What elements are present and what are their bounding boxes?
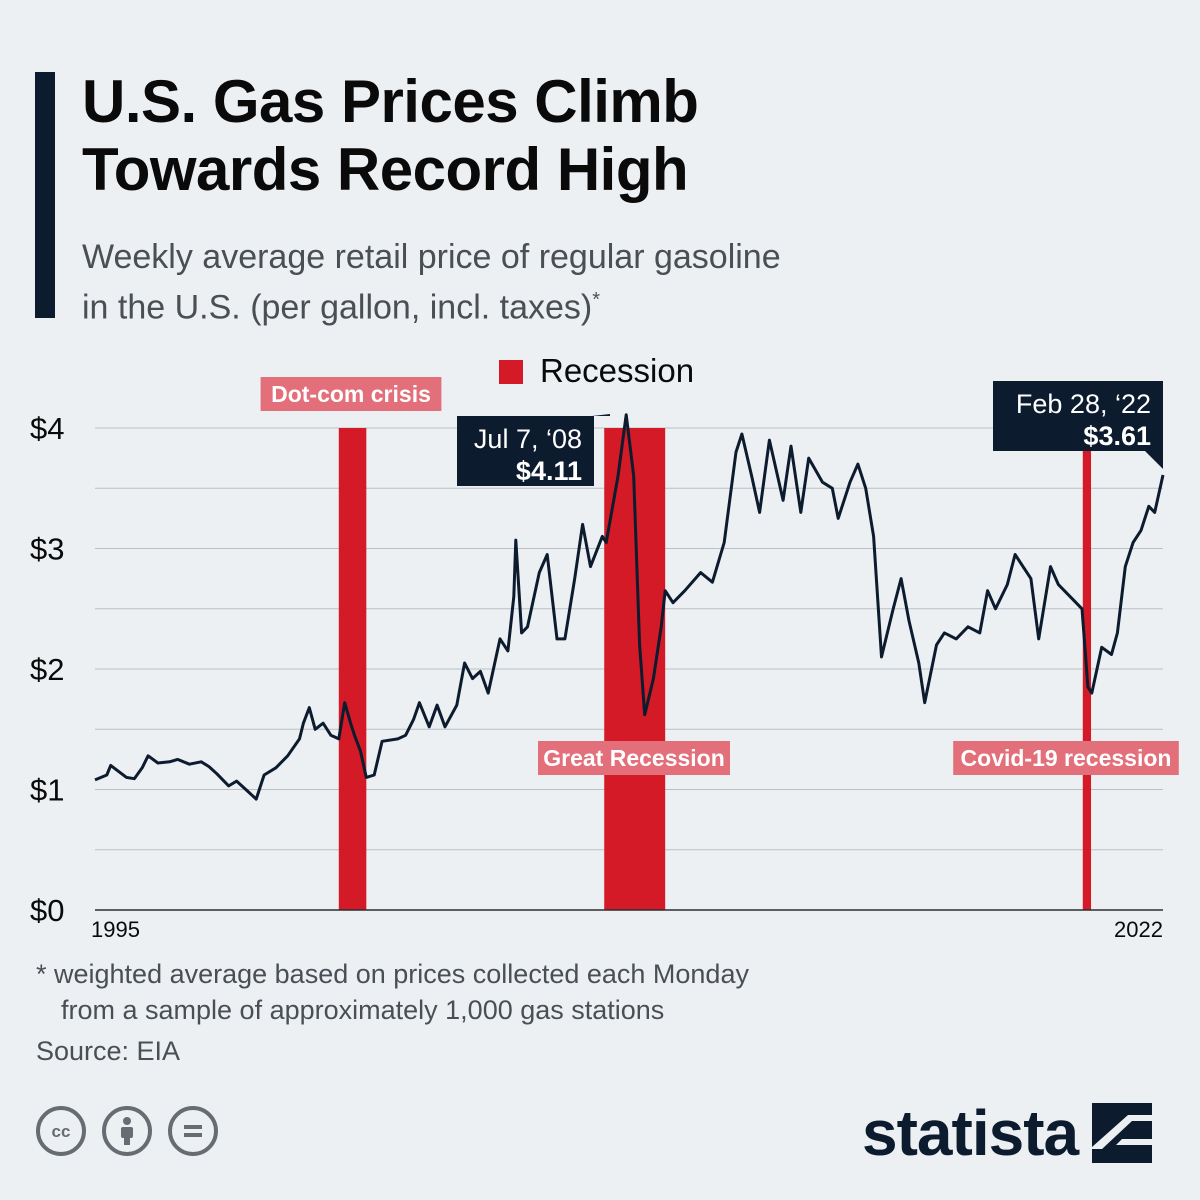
footnote: * weighted average based on prices colle… (36, 956, 749, 1028)
footnote-line-1: * weighted average based on prices colle… (36, 959, 749, 989)
y-tick-label: $4 (30, 411, 64, 446)
y-tick-label: $3 (30, 532, 64, 567)
callout-2022-box (993, 381, 1163, 451)
subtitle-line-1: Weekly average retail price of regular g… (82, 238, 781, 276)
footnote-line-2: from a sample of approximately 1,000 gas… (61, 995, 665, 1025)
source-note: Source: EIA (36, 1036, 181, 1066)
y-tick-label: $0 (30, 893, 64, 928)
price-line (94, 413, 1165, 801)
attribution-icon[interactable] (102, 1106, 152, 1156)
subtitle-line-2: in the U.S. (per gallon, incl. taxes) (82, 288, 593, 327)
page-title: U.S. Gas Prices Climb Towards Record Hig… (82, 68, 699, 204)
recession-label-dotcom-bg (260, 377, 442, 411)
y-tick-label: $1 (30, 773, 64, 808)
statista-logo: statista (862, 1097, 1153, 1169)
subtitle: Weekly average retail price of regular g… (82, 236, 781, 329)
callout-2022-pointer (1145, 451, 1163, 469)
callout-2008-pointer (592, 414, 610, 416)
recession-bar (338, 428, 367, 910)
callout-2022-date: Feb 28, ‘22 (1016, 389, 1151, 419)
gas-price-chart: $0 $1 $2 $3 $4 1995 2022 Dot-com crisis Great Re… (30, 352, 1179, 942)
title-accent-bar (35, 72, 55, 318)
license-icons: cc (36, 1106, 218, 1156)
callout-2008-box (457, 416, 594, 486)
cc-icon[interactable]: cc (36, 1106, 86, 1156)
subtitle-asterisk: * (592, 289, 601, 311)
recession-label-dotcom: Dot-com crisis (271, 381, 431, 407)
recession-label-covid-bg (953, 741, 1179, 775)
callout-2022-value: $3.61 (1083, 421, 1151, 451)
svg-text:cc: cc (52, 1122, 71, 1141)
logo-wordmark: statista (862, 1097, 1079, 1169)
legend-swatch (499, 360, 523, 384)
statista-logo-icon (1092, 1103, 1153, 1163)
callout-2008-date: Jul 7, ‘08 (474, 424, 582, 454)
x-tick-label: 2022 (1114, 917, 1163, 942)
recession-label-great: Great Recession (543, 745, 725, 771)
title-line-1: U.S. Gas Prices Climb (82, 68, 699, 135)
x-tick-label: 1995 (91, 917, 140, 942)
recession-label-covid: Covid-19 recession (961, 745, 1172, 771)
y-tick-label: $2 (30, 652, 64, 687)
title-line-2: Towards Record High (82, 136, 689, 203)
no-derivatives-icon[interactable] (168, 1106, 218, 1156)
legend-label: Recession (540, 352, 694, 389)
recession-label-great-bg (538, 741, 730, 775)
callout-2008-value: $4.11 (516, 456, 582, 486)
